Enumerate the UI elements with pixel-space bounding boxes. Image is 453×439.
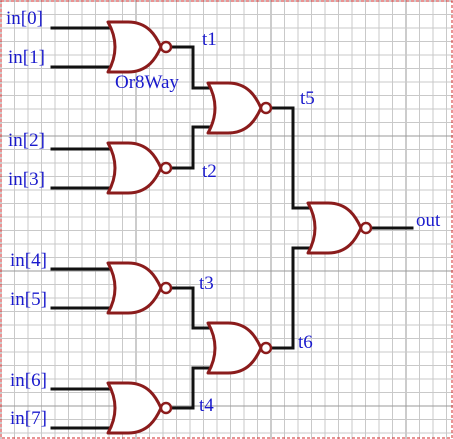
nor-gate-6-bubble: [259, 341, 273, 355]
input-label-in1: in[1]: [8, 47, 45, 68]
nor-gate-5-bubble: [259, 101, 273, 115]
nor-gate-7-bubble: [359, 221, 373, 235]
wire-t5: [269, 106, 316, 210]
input-label-in6: in[6]: [10, 370, 47, 391]
wire-label-t5: t5: [300, 88, 315, 109]
nor-gate-5: [206, 81, 273, 135]
input-label-in7: in[7]: [10, 408, 47, 429]
input-label-in4: in[4]: [10, 250, 47, 271]
wire-t1: [169, 45, 216, 90]
wire-label-t4: t4: [199, 395, 214, 416]
wire-label-t3: t3: [199, 273, 214, 294]
gate-layer: [106, 20, 373, 435]
input-label-in5: in[5]: [10, 289, 47, 310]
nor-gate-6: [206, 321, 273, 375]
nor-gate-1-bubble: [159, 40, 173, 54]
nor-gate-3-bubble: [159, 281, 173, 295]
chip-name-label: Or8Way: [115, 72, 179, 93]
nor-gate-4-bubble: [159, 401, 173, 415]
wire-t2: [169, 125, 216, 170]
nor-gate-1: [106, 20, 173, 74]
wire-label-t2: t2: [202, 161, 217, 182]
input-label-in2: in[2]: [8, 130, 45, 151]
nor-gate-7: [306, 201, 373, 255]
nor-gate-3: [106, 261, 173, 315]
nor-gate-4: [106, 381, 173, 435]
wire-t3: [169, 286, 216, 330]
nor-gate-2-bubble: [159, 161, 173, 175]
label-layer: in[0] in[1] in[2] in[3] in[4] in[5] in[6…: [6, 8, 441, 429]
output-label: out: [416, 210, 441, 231]
wire-t4: [169, 366, 216, 410]
input-label-in0: in[0]: [6, 8, 43, 29]
wire-t6: [269, 246, 316, 350]
nor-gate-2: [106, 141, 173, 195]
wire-label-t1: t1: [202, 29, 217, 50]
input-label-in3: in[3]: [8, 169, 45, 190]
wire-label-t6: t6: [298, 332, 313, 353]
